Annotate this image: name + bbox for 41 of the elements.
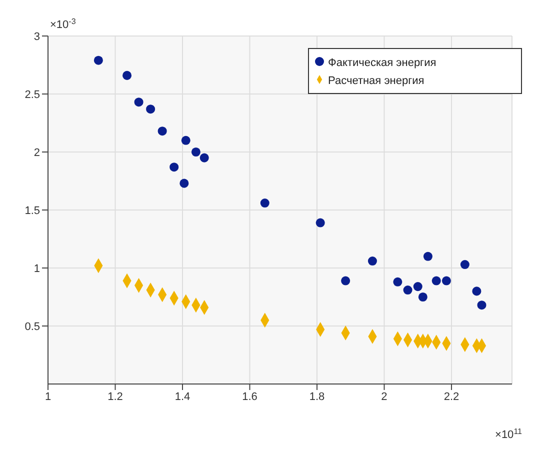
legend-label: Фактическая энергия [328,57,436,69]
point [403,286,412,295]
y-tick-label: 1.5 [24,204,40,217]
text: ×10$^{-3}$ [50,16,76,31]
y-tick-label: 1 [34,262,40,275]
point [316,218,325,228]
x-tick-label: 1.8 [309,390,325,403]
point [341,276,350,286]
point [181,136,190,145]
point [460,260,470,270]
point [191,147,200,157]
point [423,252,432,261]
x-tick-label: 1.2 [108,390,123,403]
x-tick-label: 1 [44,390,52,403]
point [170,162,179,172]
y-tick-label: 2 [34,146,40,159]
x-tick-label: 1.6 [242,390,258,403]
point [134,98,144,107]
point [418,292,428,302]
point [413,282,422,292]
y-tick-label: 2.5 [24,88,40,101]
x-tick-label: 1.4 [174,390,190,403]
point [122,70,132,80]
point [200,153,209,162]
point [442,276,451,286]
point [472,286,482,296]
x-tick-label: 2 [381,390,388,403]
point [180,178,189,188]
point [158,126,167,136]
text: ×10$^{11}$ [495,426,523,441]
x-tick-label: 2.2 [444,390,460,403]
point [260,198,270,208]
y-tick-label: 0.5 [24,320,40,333]
point [432,276,441,286]
point [393,277,402,286]
point [368,256,377,266]
point [146,104,156,114]
y-tick-label: 3 [34,30,40,43]
legend-label: Расчетная энергия [328,75,424,87]
point [477,300,486,310]
point [94,56,103,65]
